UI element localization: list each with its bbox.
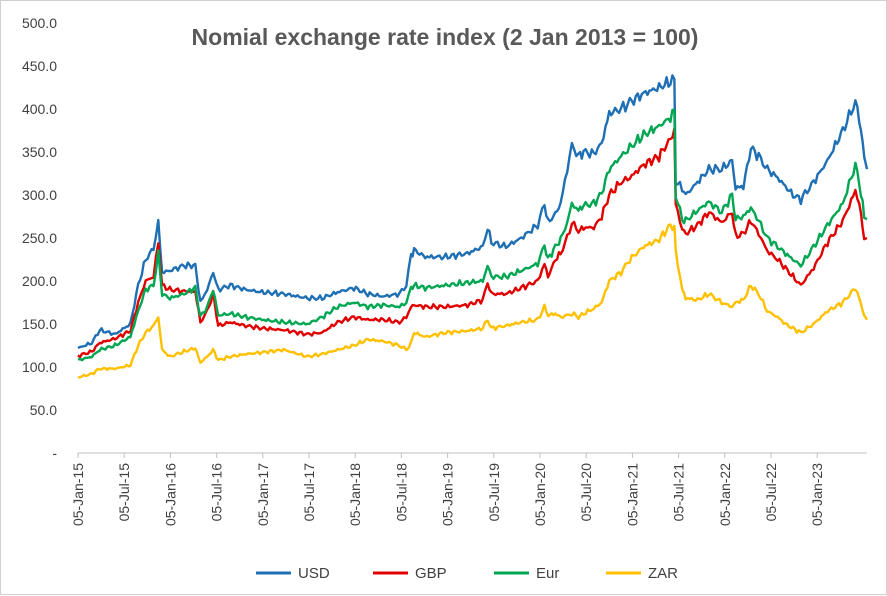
series-layer [77, 74, 869, 379]
x-tick-label: 05-Jan-15 [70, 463, 86, 526]
y-axis-ticks: - 50.0 100.0 150.0 200.0 250.0 300.0 350.0 400.0… [22, 15, 57, 461]
series-line-gbp [77, 127, 868, 359]
chart-title: Nomial exchange rate index (2 Jan 2013 =… [192, 24, 699, 50]
x-tick-label: 05-Jul-16 [209, 463, 225, 522]
legend-label-gbp: GBP [415, 565, 447, 582]
y-tick-label: 450.0 [22, 58, 57, 74]
y-tick-label: 250.0 [22, 230, 57, 246]
x-tick-label: 05-Jan-21 [624, 463, 640, 526]
series-line-usd [77, 74, 869, 350]
y-tick-label: 500.0 [22, 15, 57, 31]
legend: USD GBP Eur ZAR [256, 565, 678, 582]
x-axis: 05-Jan-15 05-Jul-15 05-Jan-16 05-Jul-16 05-J… [70, 452, 867, 526]
x-tick-label: 05-Jan-23 [809, 463, 825, 526]
x-tick-label: 05-Jan-19 [440, 463, 456, 526]
x-tick-label: 05-Jan-18 [347, 463, 363, 526]
y-tick-label: 300.0 [22, 187, 57, 203]
x-tick-label: 05-Jan-20 [532, 463, 548, 526]
x-tick-label: 05-Jul-21 [671, 463, 687, 522]
legend-label-usd: USD [298, 565, 330, 582]
x-tick-label: 05-Jul-22 [763, 463, 779, 522]
legend-label-zar: ZAR [648, 565, 678, 582]
y-tick-label: 100.0 [22, 359, 57, 375]
x-tick-label: 05-Jan-17 [255, 463, 271, 526]
series-line-zar [77, 223, 869, 379]
y-tick-label: - [52, 445, 57, 461]
x-tick-label: 05-Jul-17 [301, 463, 317, 522]
x-tick-label: 05-Jan-22 [717, 463, 733, 526]
x-tick-label: 05-Jul-19 [486, 463, 502, 522]
y-tick-label: 150.0 [22, 316, 57, 332]
y-tick-label: 350.0 [22, 144, 57, 160]
series-line-eur [77, 108, 868, 362]
y-tick-label: 50.0 [30, 402, 57, 418]
x-tick-label: 05-Jan-16 [162, 463, 178, 526]
x-tick-label: 05-Jul-15 [116, 463, 132, 522]
x-tick-label: 05-Jul-18 [393, 463, 409, 522]
legend-label-eur: Eur [536, 565, 559, 582]
y-tick-label: 200.0 [22, 273, 57, 289]
y-tick-label: 400.0 [22, 101, 57, 117]
x-tick-label: 05-Jul-20 [578, 463, 594, 522]
